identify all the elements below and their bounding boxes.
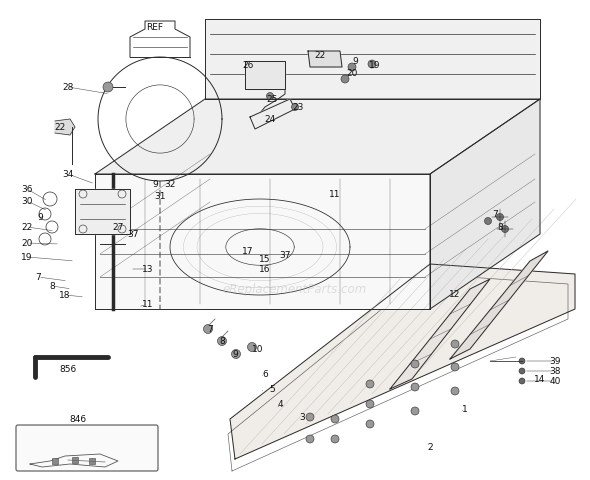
Circle shape <box>519 368 525 374</box>
Text: 1: 1 <box>462 405 468 414</box>
Text: 9: 9 <box>37 213 43 222</box>
Text: 23: 23 <box>292 103 304 112</box>
Text: 5: 5 <box>269 384 275 394</box>
Circle shape <box>231 350 241 359</box>
Circle shape <box>519 358 525 364</box>
Text: 846: 846 <box>70 415 87 424</box>
Circle shape <box>411 383 419 391</box>
Circle shape <box>411 407 419 415</box>
Text: 16: 16 <box>259 265 271 274</box>
Circle shape <box>204 325 212 334</box>
Circle shape <box>267 93 274 100</box>
Text: 37: 37 <box>279 250 291 259</box>
Text: 12: 12 <box>450 290 461 299</box>
Text: 22: 22 <box>21 223 32 232</box>
Text: 28: 28 <box>63 84 74 92</box>
Text: 27: 27 <box>112 223 124 232</box>
Circle shape <box>368 61 376 69</box>
Text: 20: 20 <box>346 69 358 78</box>
Text: 11: 11 <box>329 190 341 199</box>
Polygon shape <box>95 100 540 175</box>
Circle shape <box>451 363 459 371</box>
Text: 24: 24 <box>264 115 276 124</box>
Circle shape <box>502 226 509 233</box>
Polygon shape <box>55 120 75 136</box>
Text: 11: 11 <box>142 300 154 309</box>
Bar <box>52 458 58 464</box>
Circle shape <box>341 76 349 84</box>
Polygon shape <box>95 175 430 309</box>
Text: 9: 9 <box>152 180 158 189</box>
Text: 856: 856 <box>60 365 77 374</box>
Text: 18: 18 <box>59 291 71 300</box>
Text: 36: 36 <box>21 185 33 194</box>
Circle shape <box>291 104 299 111</box>
Text: 9: 9 <box>352 58 358 66</box>
Circle shape <box>451 340 459 348</box>
Text: 22: 22 <box>314 50 326 60</box>
Text: 25: 25 <box>266 96 278 104</box>
Text: 17: 17 <box>242 247 254 256</box>
Text: 13: 13 <box>142 265 154 274</box>
Circle shape <box>366 420 374 428</box>
Text: 10: 10 <box>253 345 264 354</box>
Circle shape <box>103 83 113 93</box>
FancyBboxPatch shape <box>16 425 158 471</box>
Polygon shape <box>205 20 540 100</box>
Text: 26: 26 <box>242 60 254 69</box>
Text: 19: 19 <box>369 60 381 69</box>
Circle shape <box>331 415 339 423</box>
Circle shape <box>366 380 374 388</box>
Text: 7: 7 <box>35 273 41 282</box>
Circle shape <box>331 435 339 443</box>
Text: 3: 3 <box>299 413 305 421</box>
Text: 22: 22 <box>54 123 65 132</box>
Polygon shape <box>430 100 540 309</box>
Circle shape <box>306 413 314 421</box>
Polygon shape <box>75 190 130 235</box>
Circle shape <box>366 400 374 408</box>
Text: 19: 19 <box>21 253 33 262</box>
Bar <box>72 457 78 463</box>
Text: 4: 4 <box>277 400 283 408</box>
Text: 9: 9 <box>232 350 238 359</box>
Circle shape <box>306 435 314 443</box>
Circle shape <box>218 337 227 346</box>
Text: 38: 38 <box>549 367 560 376</box>
Polygon shape <box>450 252 548 359</box>
Circle shape <box>247 343 257 352</box>
Text: 20: 20 <box>21 239 32 248</box>
Text: 2: 2 <box>427 443 433 452</box>
Circle shape <box>411 360 419 368</box>
Text: 39: 39 <box>549 357 560 366</box>
Circle shape <box>348 64 356 72</box>
Text: 40: 40 <box>549 377 560 386</box>
Text: 8: 8 <box>219 337 225 346</box>
Polygon shape <box>308 52 342 68</box>
Text: 34: 34 <box>63 170 74 179</box>
Polygon shape <box>390 279 490 389</box>
Text: 30: 30 <box>21 197 33 206</box>
Circle shape <box>484 218 491 225</box>
Text: 6: 6 <box>262 370 268 379</box>
Circle shape <box>497 214 503 221</box>
Text: 8: 8 <box>49 282 55 291</box>
Text: 8: 8 <box>497 223 503 232</box>
Circle shape <box>519 378 525 384</box>
Bar <box>89 458 95 464</box>
Text: 32: 32 <box>164 180 176 189</box>
Text: eReplacementParts.com: eReplacementParts.com <box>223 283 367 296</box>
Polygon shape <box>245 62 285 90</box>
Text: 7: 7 <box>492 210 498 219</box>
Text: 7: 7 <box>207 325 213 334</box>
Text: 14: 14 <box>535 375 546 384</box>
Text: 37: 37 <box>127 230 139 239</box>
Circle shape <box>451 387 459 395</box>
Polygon shape <box>250 100 295 130</box>
Text: 15: 15 <box>259 255 271 264</box>
Text: 31: 31 <box>154 192 166 201</box>
Polygon shape <box>230 264 575 459</box>
Text: REF: REF <box>146 24 163 33</box>
